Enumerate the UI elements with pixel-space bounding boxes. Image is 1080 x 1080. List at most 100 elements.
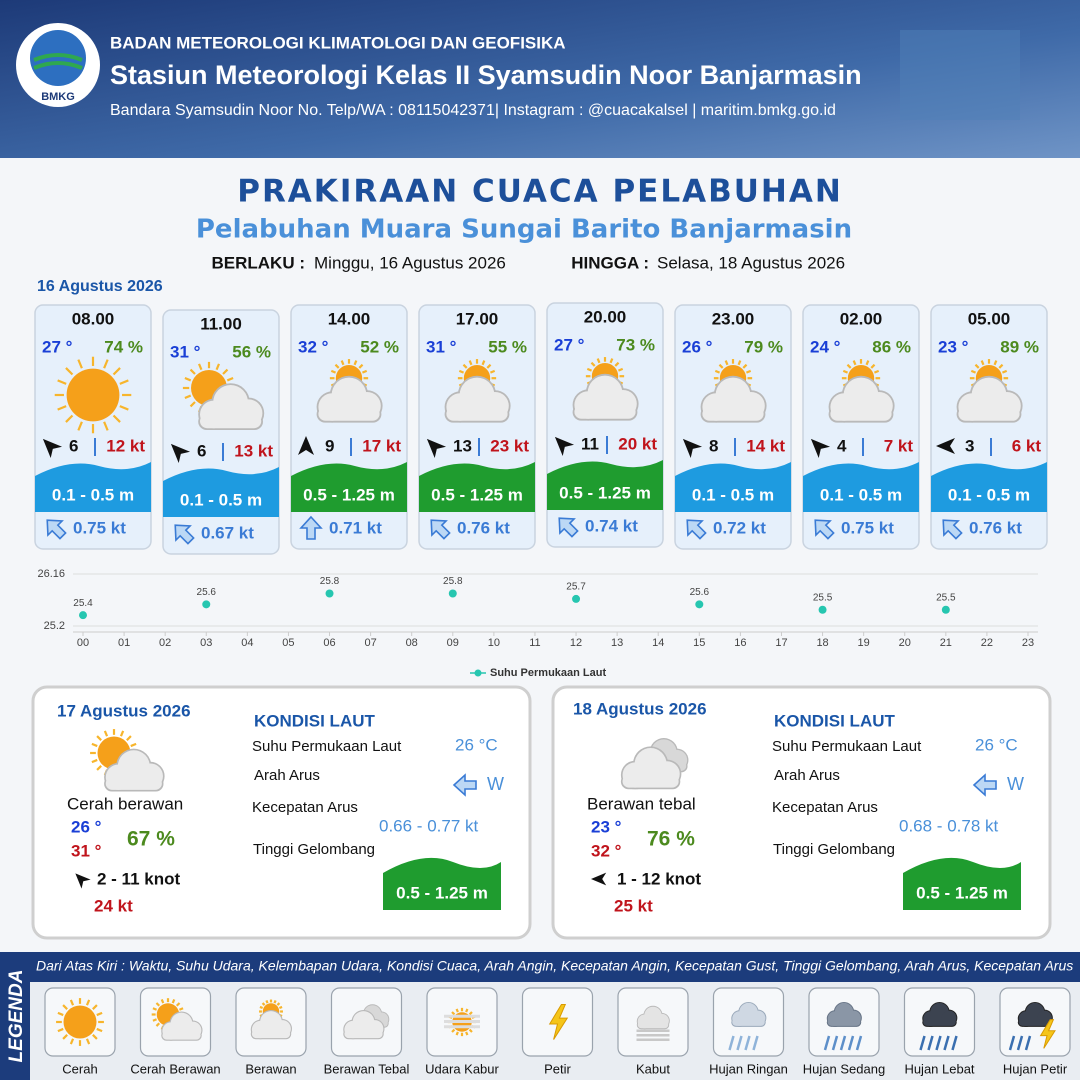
sun-ray xyxy=(130,742,137,748)
current-arrow xyxy=(299,515,323,540)
sun-ray xyxy=(57,1027,64,1033)
sun-ray xyxy=(62,1004,68,1010)
cloud-part xyxy=(923,1018,956,1026)
weather-icon xyxy=(956,359,1023,423)
rain xyxy=(823,1035,831,1051)
cloud-part xyxy=(446,407,508,421)
rain xyxy=(1024,1035,1032,1051)
sun-ray xyxy=(334,363,340,369)
rain xyxy=(839,1035,847,1051)
x-tick-label: 13 xyxy=(611,637,623,649)
x-tick-label: 05 xyxy=(282,637,294,649)
sun-ray xyxy=(462,363,468,369)
sun-ray xyxy=(998,363,1004,369)
sun-ray xyxy=(276,1002,281,1006)
sun-ray xyxy=(77,359,83,369)
legend-item: Cerah Berawan xyxy=(130,1061,220,1076)
time: 08.00 xyxy=(72,309,115,328)
cloud-part xyxy=(827,1018,861,1026)
sun-ray xyxy=(481,360,486,366)
cloud xyxy=(922,1001,958,1027)
wind-arrow xyxy=(936,438,955,454)
x-tick-label: 22 xyxy=(981,637,993,649)
rain xyxy=(935,1035,942,1051)
current-dir: W xyxy=(1007,774,1024,794)
cloud xyxy=(104,748,165,792)
cloud-part xyxy=(732,1018,765,1026)
sst-label: Suhu Permukaan Laut xyxy=(772,738,922,755)
legend-item: Hujan Ringan xyxy=(709,1061,788,1076)
weather-icon xyxy=(444,359,511,423)
humidity: 67 % xyxy=(127,828,175,851)
legend-side xyxy=(0,952,30,1080)
x-tick-label: 09 xyxy=(447,637,459,649)
sst-label: Suhu Permukaan Laut xyxy=(252,738,402,755)
wind-speed: 6 xyxy=(69,436,78,455)
data-label: 25.5 xyxy=(813,592,833,603)
sun-ray xyxy=(451,1011,456,1016)
x-tick-label: 02 xyxy=(159,637,171,649)
wind-speed: 3 xyxy=(965,436,974,455)
wind-arrow xyxy=(590,872,607,886)
gust-speed: 20 kt xyxy=(618,434,657,453)
x-tick-label: 23 xyxy=(1022,637,1034,649)
x-tick-label: 12 xyxy=(570,637,582,649)
valid-to: Selasa, 18 Agustus 2026 xyxy=(657,253,845,272)
sst-point xyxy=(202,600,211,609)
cloud xyxy=(316,375,383,423)
legend-item: Udara Kabur xyxy=(425,1061,499,1076)
legend-strip xyxy=(0,952,1080,982)
gust-speed: 14 kt xyxy=(746,436,785,455)
current-speed: 0.72 kt xyxy=(713,518,766,537)
sun-ray xyxy=(112,367,121,376)
wind-arrow xyxy=(298,436,314,455)
sun-ray xyxy=(184,376,192,382)
sun-ray xyxy=(259,1005,264,1010)
weather-icon xyxy=(90,729,165,792)
sst: 26 °C xyxy=(975,735,1018,754)
cloud-part xyxy=(702,407,764,421)
x-tick-label: 00 xyxy=(77,637,89,649)
air-temperature: 27 ° xyxy=(42,337,73,356)
sun xyxy=(66,368,120,422)
wave-label: Tinggi Gelombang xyxy=(773,841,895,858)
sun-ray xyxy=(57,1011,64,1017)
sun-ray xyxy=(865,360,870,366)
weather-icon xyxy=(828,359,895,423)
haze xyxy=(444,1025,480,1029)
air-temperature: 31 ° xyxy=(170,342,201,361)
legend-item: Hujan Lebat xyxy=(904,1061,974,1076)
sun-ray xyxy=(96,735,102,741)
wave-band xyxy=(547,460,663,510)
subtitle: Pelabuhan Muara Sungai Barito Banjarmasi… xyxy=(196,215,852,245)
wave-height: 0.5 - 1.25 m xyxy=(559,483,651,502)
x-tick-label: 06 xyxy=(323,637,335,649)
weather-icon xyxy=(316,359,383,423)
rain xyxy=(736,1035,743,1051)
weather-icon xyxy=(54,356,132,434)
sun-ray xyxy=(1001,369,1008,374)
current-speed: 0.74 kt xyxy=(585,516,638,535)
current-speed-label: Kecepatan Arus xyxy=(772,799,878,816)
cloud-part xyxy=(637,1021,669,1029)
rain xyxy=(855,1035,863,1051)
cloud xyxy=(198,383,265,430)
sun-ray xyxy=(980,360,985,366)
temp-max: 31 ° xyxy=(71,841,102,860)
x-tick-label: 11 xyxy=(529,637,540,649)
x-tick-label: 03 xyxy=(200,637,212,649)
wave-band xyxy=(35,462,151,512)
cloud xyxy=(1017,1001,1053,1027)
air-temperature: 31 ° xyxy=(426,337,457,356)
cloud-part xyxy=(251,1029,291,1039)
wind-speed: 11 xyxy=(581,434,599,453)
weather-icon xyxy=(700,359,767,423)
cloud-part xyxy=(344,1029,383,1039)
sun-ray xyxy=(970,369,977,374)
rain xyxy=(927,1035,934,1051)
sun-ray xyxy=(222,368,229,375)
sun-ray xyxy=(455,1031,459,1036)
fog xyxy=(636,1029,670,1032)
weather-icon xyxy=(182,361,265,430)
wind-arrow xyxy=(170,443,191,464)
